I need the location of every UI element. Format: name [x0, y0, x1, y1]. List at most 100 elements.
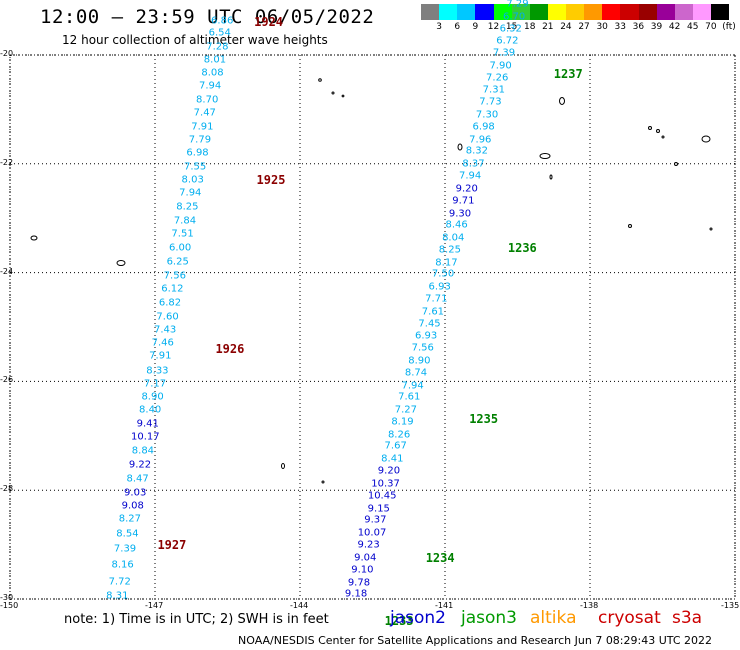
swh-value-point: 8.31: [106, 590, 129, 602]
island-shape: [656, 129, 660, 133]
colorbar-swatch: [439, 4, 458, 20]
legend-entry-altika: altika: [530, 608, 577, 628]
colorbar-swatch: [638, 4, 657, 20]
swh-value-point: 8.26: [387, 429, 411, 441]
colorbar-label: 39: [650, 22, 663, 32]
islands: [30, 78, 713, 484]
swh-value-point: 8.84: [131, 445, 155, 457]
swh-value-point: 6.25: [166, 256, 189, 268]
swh-value-point: 6.70: [502, 11, 526, 23]
island-shape: [559, 97, 565, 105]
swh-value-point: 7.94: [179, 187, 202, 199]
colorbar-label: (ft): [722, 22, 736, 32]
swh-value-point: 9.15: [367, 503, 390, 515]
colorbar-swatch: [493, 4, 512, 20]
swh-value-point: 7.46: [151, 337, 174, 349]
swh-value-point: 6.72: [496, 35, 519, 47]
island-shape: [318, 78, 322, 82]
swh-value-point: 7.73: [479, 96, 502, 108]
pass-time-label: 1925: [256, 173, 286, 188]
legend-entry-jason3: jason3: [461, 608, 517, 628]
swh-value-point: 7.67: [384, 440, 407, 452]
swh-value-point: 9.41: [136, 418, 159, 430]
island-shape: [539, 153, 551, 159]
swh-value-point: 7.61: [421, 306, 445, 318]
lon-tick-label: -135: [721, 601, 740, 610]
lat-tick-label: -28: [0, 484, 14, 494]
wave-height-colorbar: [421, 4, 730, 20]
colorbar-swatch: [674, 4, 693, 20]
swh-value-point: 7.84: [173, 215, 197, 227]
swh-value-point: 9.23: [357, 539, 380, 551]
swh-value-point: 6.86: [211, 15, 234, 27]
lon-tick-label: -141: [435, 601, 454, 610]
swh-value-point: 7.56: [411, 342, 434, 354]
colorbar-label: 18: [523, 22, 536, 32]
swh-value-point: 9.22: [128, 459, 152, 471]
lat-tick-label: -22: [0, 157, 14, 167]
lat-tick-label: -20: [0, 49, 14, 58]
colorbar-label: 30: [596, 22, 608, 32]
swh-value-point: 7.90: [489, 60, 512, 72]
swh-value-point: 9.78: [347, 577, 371, 589]
swh-value-point: 10.07: [357, 527, 387, 539]
colorbar-label: 3: [436, 22, 442, 32]
swh-value-point: 8.70: [196, 94, 219, 106]
swh-value-point: 8.40: [139, 404, 162, 416]
colorbar-label: 33: [614, 22, 627, 32]
swh-value-point: 9.20: [455, 183, 478, 195]
swh-value-point: 8.33: [146, 365, 169, 377]
lon-tick-label: -147: [145, 601, 164, 610]
swh-value-point: 9.04: [354, 552, 377, 564]
colorbar-label: 45: [687, 22, 699, 32]
swh-value-point: 7.94: [401, 380, 424, 392]
swh-value-point: 7.55: [183, 161, 207, 173]
swh-value-point: 7.28: [206, 41, 229, 53]
colorbar-swatch: [529, 4, 548, 20]
swh-value-point: 9.37: [364, 514, 387, 526]
pass-time-label: 1924: [254, 15, 284, 30]
colorbar-label: 42: [668, 22, 681, 32]
map-grid: [9, 54, 736, 600]
swh-value-point: 6.98: [472, 121, 495, 133]
swh-value-point: 8.25: [438, 244, 461, 256]
swh-value-point: 8.37: [462, 158, 485, 170]
colorbar-swatch: [566, 4, 585, 20]
colorbar-swatch: [656, 4, 675, 20]
colorbar-label: 12: [487, 22, 500, 32]
swh-value-point: 6.00: [168, 242, 192, 254]
colorbar-label: 27: [578, 22, 590, 32]
swh-value-point: 10.17: [131, 431, 160, 443]
swh-value-point: 8.27: [118, 513, 141, 525]
swh-value-point: 7.47: [193, 107, 216, 119]
swh-value-point: 7.96: [469, 134, 492, 146]
swh-value-point: 7.60: [156, 311, 179, 323]
swh-value-point: 9.18: [344, 588, 368, 600]
lon-tick-label: -144: [290, 601, 309, 610]
island-shape: [116, 260, 126, 266]
swh-value-point: 7.94: [458, 170, 482, 182]
pass-time-label: 1927: [157, 537, 187, 552]
colorbar-swatch: [457, 4, 476, 20]
island-shape: [281, 463, 285, 469]
map-title: 12:00 — 23:59 UTC 06/05/2022: [40, 6, 375, 28]
swh-value-point: 8.54: [116, 528, 139, 540]
lat-tick-label: -26: [0, 375, 14, 385]
swh-value-point: 8.04: [442, 232, 465, 244]
swh-value-point: 7.51: [171, 228, 194, 240]
swh-value-point: 8.01: [203, 54, 227, 66]
colorbar-label: 21: [542, 22, 554, 32]
colorbar-swatch: [692, 4, 711, 20]
credit-line: NOAA/NESDIS Center for Satellite Applica…: [238, 634, 713, 647]
island-shape: [648, 126, 652, 130]
pass-time-label: 1234: [425, 551, 455, 566]
pass-time-label: 1236: [507, 241, 537, 256]
swh-value-point: 7.91: [149, 350, 172, 362]
swh-value-point: 7.27: [394, 404, 417, 416]
lat-tick-label: -30: [0, 593, 14, 602]
island-shape: [661, 135, 665, 139]
colorbar-label: 9: [472, 22, 479, 32]
swh-value-point: 7.29: [506, 0, 529, 10]
